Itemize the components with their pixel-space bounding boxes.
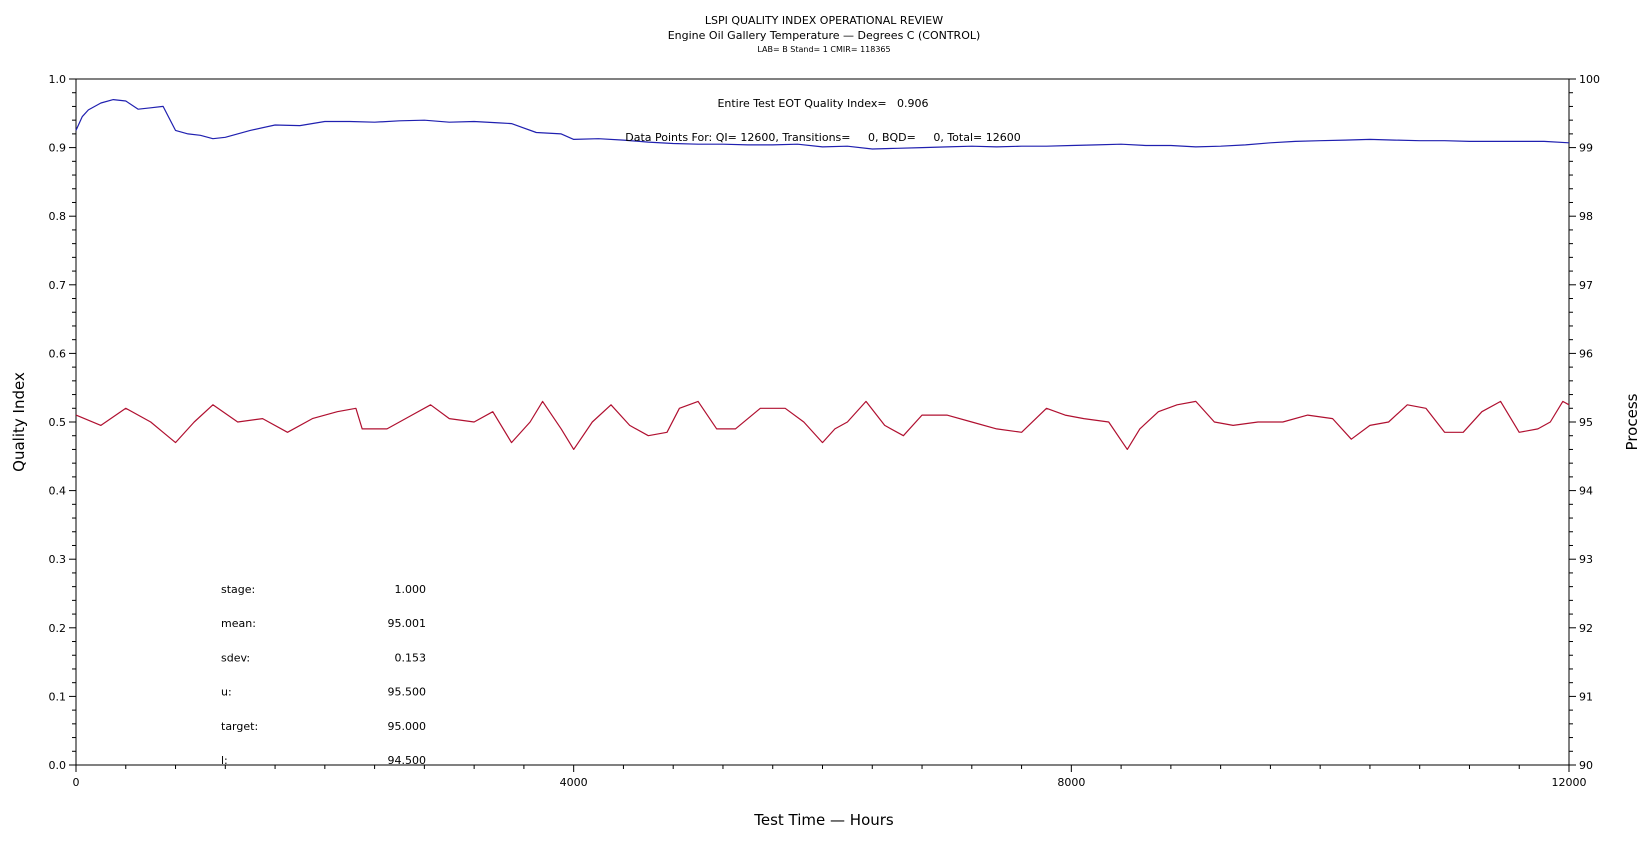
x-tick-label: 8000 [1057, 776, 1085, 789]
stat-value: 94.500 [388, 754, 427, 767]
stat-label: stage: [221, 583, 255, 596]
y-left-tick-label: 0.1 [49, 690, 67, 703]
stat-value: 95.001 [388, 617, 427, 630]
y-left-tick-label: 1.0 [49, 73, 67, 86]
stat-value: 0.153 [395, 651, 427, 664]
y-left-tick-label: 0.9 [49, 142, 67, 155]
process-series-line [75, 400, 1570, 450]
y-left-tick-label: 0.2 [49, 622, 67, 635]
stat-label: target: [221, 720, 258, 733]
stat-label: u: [221, 686, 232, 699]
x-tick-label: 12000 [1552, 776, 1587, 789]
y-right-tick-label: 99 [1579, 142, 1593, 155]
y-left-tick-label: 0.4 [49, 485, 67, 498]
chart-meta-line: LAB= B Stand= 1 CMIR= 118365 [757, 45, 890, 54]
y-right-tick-label: 90 [1579, 759, 1593, 772]
x-axis-label: Test Time — Hours [753, 811, 894, 829]
quality-index-annotation: Entire Test EOT Quality Index= 0.906 [717, 97, 928, 110]
stat-value: 95.000 [388, 720, 427, 733]
chart-subtitle: Engine Oil Gallery Temperature — Degrees… [668, 29, 981, 42]
quality-index-series-line [75, 98, 1570, 150]
y-right-tick-label: 97 [1579, 279, 1593, 292]
x-tick-label: 0 [73, 776, 80, 789]
chart-title: LSPI QUALITY INDEX OPERATIONAL REVIEW [705, 14, 943, 27]
y-axis-right-label: Process [1623, 393, 1641, 450]
stat-value: 1.000 [395, 583, 427, 596]
y-right-tick-label: 98 [1579, 210, 1593, 223]
y-left-tick-label: 0.8 [49, 210, 67, 223]
stat-label: l: [221, 754, 228, 767]
y-right-tick-label: 96 [1579, 347, 1593, 360]
y-right-tick-label: 100 [1579, 73, 1600, 86]
y-left-tick-label: 0.7 [49, 279, 67, 292]
y-right-tick-label: 95 [1579, 416, 1593, 429]
data-points-annotation: Data Points For: QI= 12600, Transitions=… [625, 131, 1020, 144]
stat-label: sdev: [221, 651, 250, 664]
x-tick-label: 4000 [560, 776, 588, 789]
axis-ticks: 0 4000 8000 12000 0.0 0.1 0.2 0.3 0.4 0.5 0.6 0.7 0.… [49, 73, 1601, 789]
y-left-tick-label: 0.3 [49, 553, 67, 566]
stats-table: stage: 1.000 mean: 95.001 sdev: 0.153 u: 95.500… [221, 583, 426, 767]
y-right-tick-label: 94 [1579, 485, 1593, 498]
y-left-tick-label: 0.6 [49, 347, 67, 360]
y-axis-left-label: Quality Index [10, 372, 28, 472]
stat-value: 95.500 [388, 686, 427, 699]
stat-label: mean: [221, 617, 256, 630]
y-right-tick-label: 91 [1579, 690, 1593, 703]
y-left-tick-label: 0.0 [49, 759, 67, 772]
series-layer [75, 98, 1570, 450]
y-left-tick-label: 0.5 [49, 416, 67, 429]
y-right-tick-label: 92 [1579, 622, 1593, 635]
y-right-tick-label: 93 [1579, 553, 1593, 566]
